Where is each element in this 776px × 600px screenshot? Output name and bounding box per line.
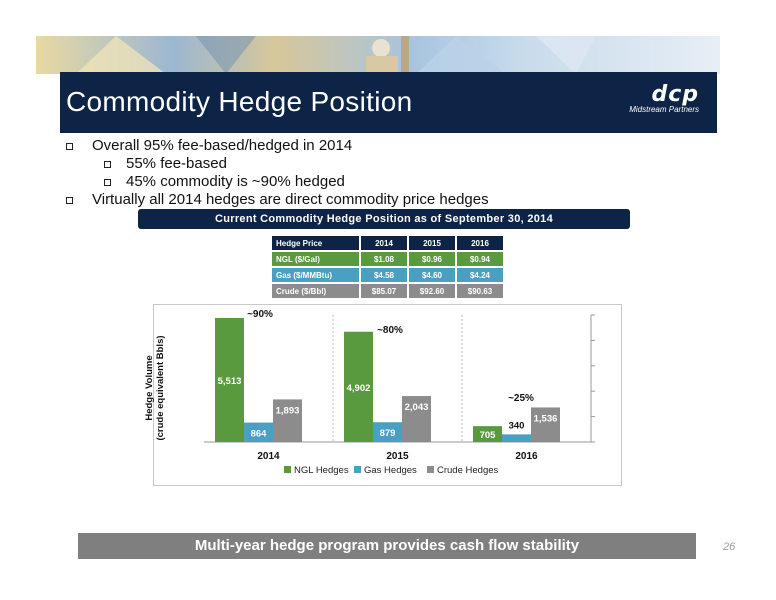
bullet-text: 55% fee-based [126, 155, 227, 172]
legend-label: Crude Hedges [437, 465, 499, 476]
page-number: 26 [723, 541, 736, 553]
bar-gas-hedges [244, 422, 273, 442]
table-cell: $85.07 [361, 284, 407, 300]
bar-gas-hedges [502, 434, 531, 442]
x-tick-label: 2016 [515, 451, 538, 462]
legend-label: Gas Hedges [364, 465, 417, 476]
logo-mark: dcp [651, 82, 699, 107]
row-label: NGL ($/Gal) [272, 252, 359, 268]
row-label: Gas ($/MMBtu) [272, 268, 359, 284]
legend-label: NGL Hedges [294, 465, 349, 476]
bullet-text: 45% commodity is ~90% hedged [126, 173, 345, 190]
legend-swatch [354, 466, 361, 473]
table-cell: $90.63 [457, 284, 503, 300]
legend-swatch [427, 466, 434, 473]
bullet-marker [66, 143, 73, 150]
table-header-row: Hedge Price 2014 2015 2016 [272, 236, 503, 252]
table-header-cell: 2014 [361, 236, 407, 252]
bullet-marker [104, 161, 111, 168]
table-cell: $92.60 [409, 284, 455, 300]
table-header-cell: Hedge Price [272, 236, 359, 252]
data-label: 340 [509, 420, 525, 431]
x-tick-label: 2014 [257, 451, 280, 462]
data-label: 4,902 [347, 383, 371, 394]
y-axis-label: Hedge Volume (crude equivalent Bbls) [144, 328, 166, 448]
table-row: Gas ($/MMBtu) $4.58 $4.60 $4.24 [272, 268, 503, 284]
bar-ngl-hedges [344, 331, 373, 442]
data-label: 879 [380, 428, 396, 439]
bullet-marker [66, 197, 73, 204]
row-label: Crude ($/Bbl) [272, 284, 359, 300]
banner-decoration [76, 36, 596, 74]
percent-hedged-annotation: ~80% [377, 325, 403, 336]
x-tick-label: 2015 [386, 451, 409, 462]
bar-crude-hedges [531, 407, 560, 442]
data-label: 5,513 [218, 376, 242, 387]
table-cell: $1.08 [361, 252, 407, 268]
bar-crude-hedges [402, 396, 431, 442]
table-cell: $4.58 [361, 268, 407, 284]
table-cell: $0.96 [409, 252, 455, 268]
table-row: NGL ($/Gal) $1.08 $0.96 $0.94 [272, 252, 503, 268]
hedge-volume-chart: 5,513 864 1,893 2014 4,902 879 2,043 2015 705 340… [153, 304, 622, 486]
bar-ngl-hedges [473, 426, 502, 442]
title-bar: Commodity Hedge Position dcp Midstream P… [60, 72, 717, 133]
chart-canvas: 5,513 864 1,893 2014 4,902 879 2,043 2015 705 340… [204, 309, 595, 476]
table-header-cell: 2015 [409, 236, 455, 252]
data-label: 705 [480, 430, 497, 441]
bar-ngl-hedges [215, 318, 244, 442]
percent-hedged-annotation: ~25% [508, 393, 534, 404]
page-title: Commodity Hedge Position [66, 86, 413, 117]
data-label: 1,893 [276, 405, 300, 416]
hedge-price-table: Hedge Price 2014 2015 2016 NGL ($/Gal) $… [270, 236, 505, 300]
legend-swatch [284, 466, 291, 473]
table-cell: $4.60 [409, 268, 455, 284]
bullet-text: Overall 95% fee-based/hedged in 2014 [92, 137, 353, 154]
table-cell: $0.94 [457, 252, 503, 268]
company-logo: dcp Midstream Partners [609, 82, 699, 124]
y-axis-label-line: Hedge Volume [144, 355, 155, 421]
table-header-cell: 2016 [457, 236, 503, 252]
bar-gas-hedges [373, 422, 402, 442]
bullet-marker [104, 179, 111, 186]
bullet-text: Virtually all 2014 hedges are direct com… [92, 191, 489, 208]
data-label: 1,536 [534, 413, 558, 424]
data-label: 2,043 [405, 402, 429, 413]
bar-crude-hedges [273, 399, 302, 442]
logo-subtitle: Midstream Partners [629, 105, 699, 114]
section-header: Current Commodity Hedge Position as of S… [138, 209, 630, 229]
table-cell: $4.24 [457, 268, 503, 284]
percent-hedged-annotation: ~90% [247, 309, 273, 320]
table-row: Crude ($/Bbl) $85.07 $92.60 $90.63 [272, 284, 503, 300]
footer-banner: Multi-year hedge program provides cash f… [78, 533, 696, 559]
data-label: 864 [251, 428, 268, 439]
y-axis-label-line: (crude equivalent Bbls) [155, 335, 166, 441]
header-photo-banner [36, 36, 720, 74]
